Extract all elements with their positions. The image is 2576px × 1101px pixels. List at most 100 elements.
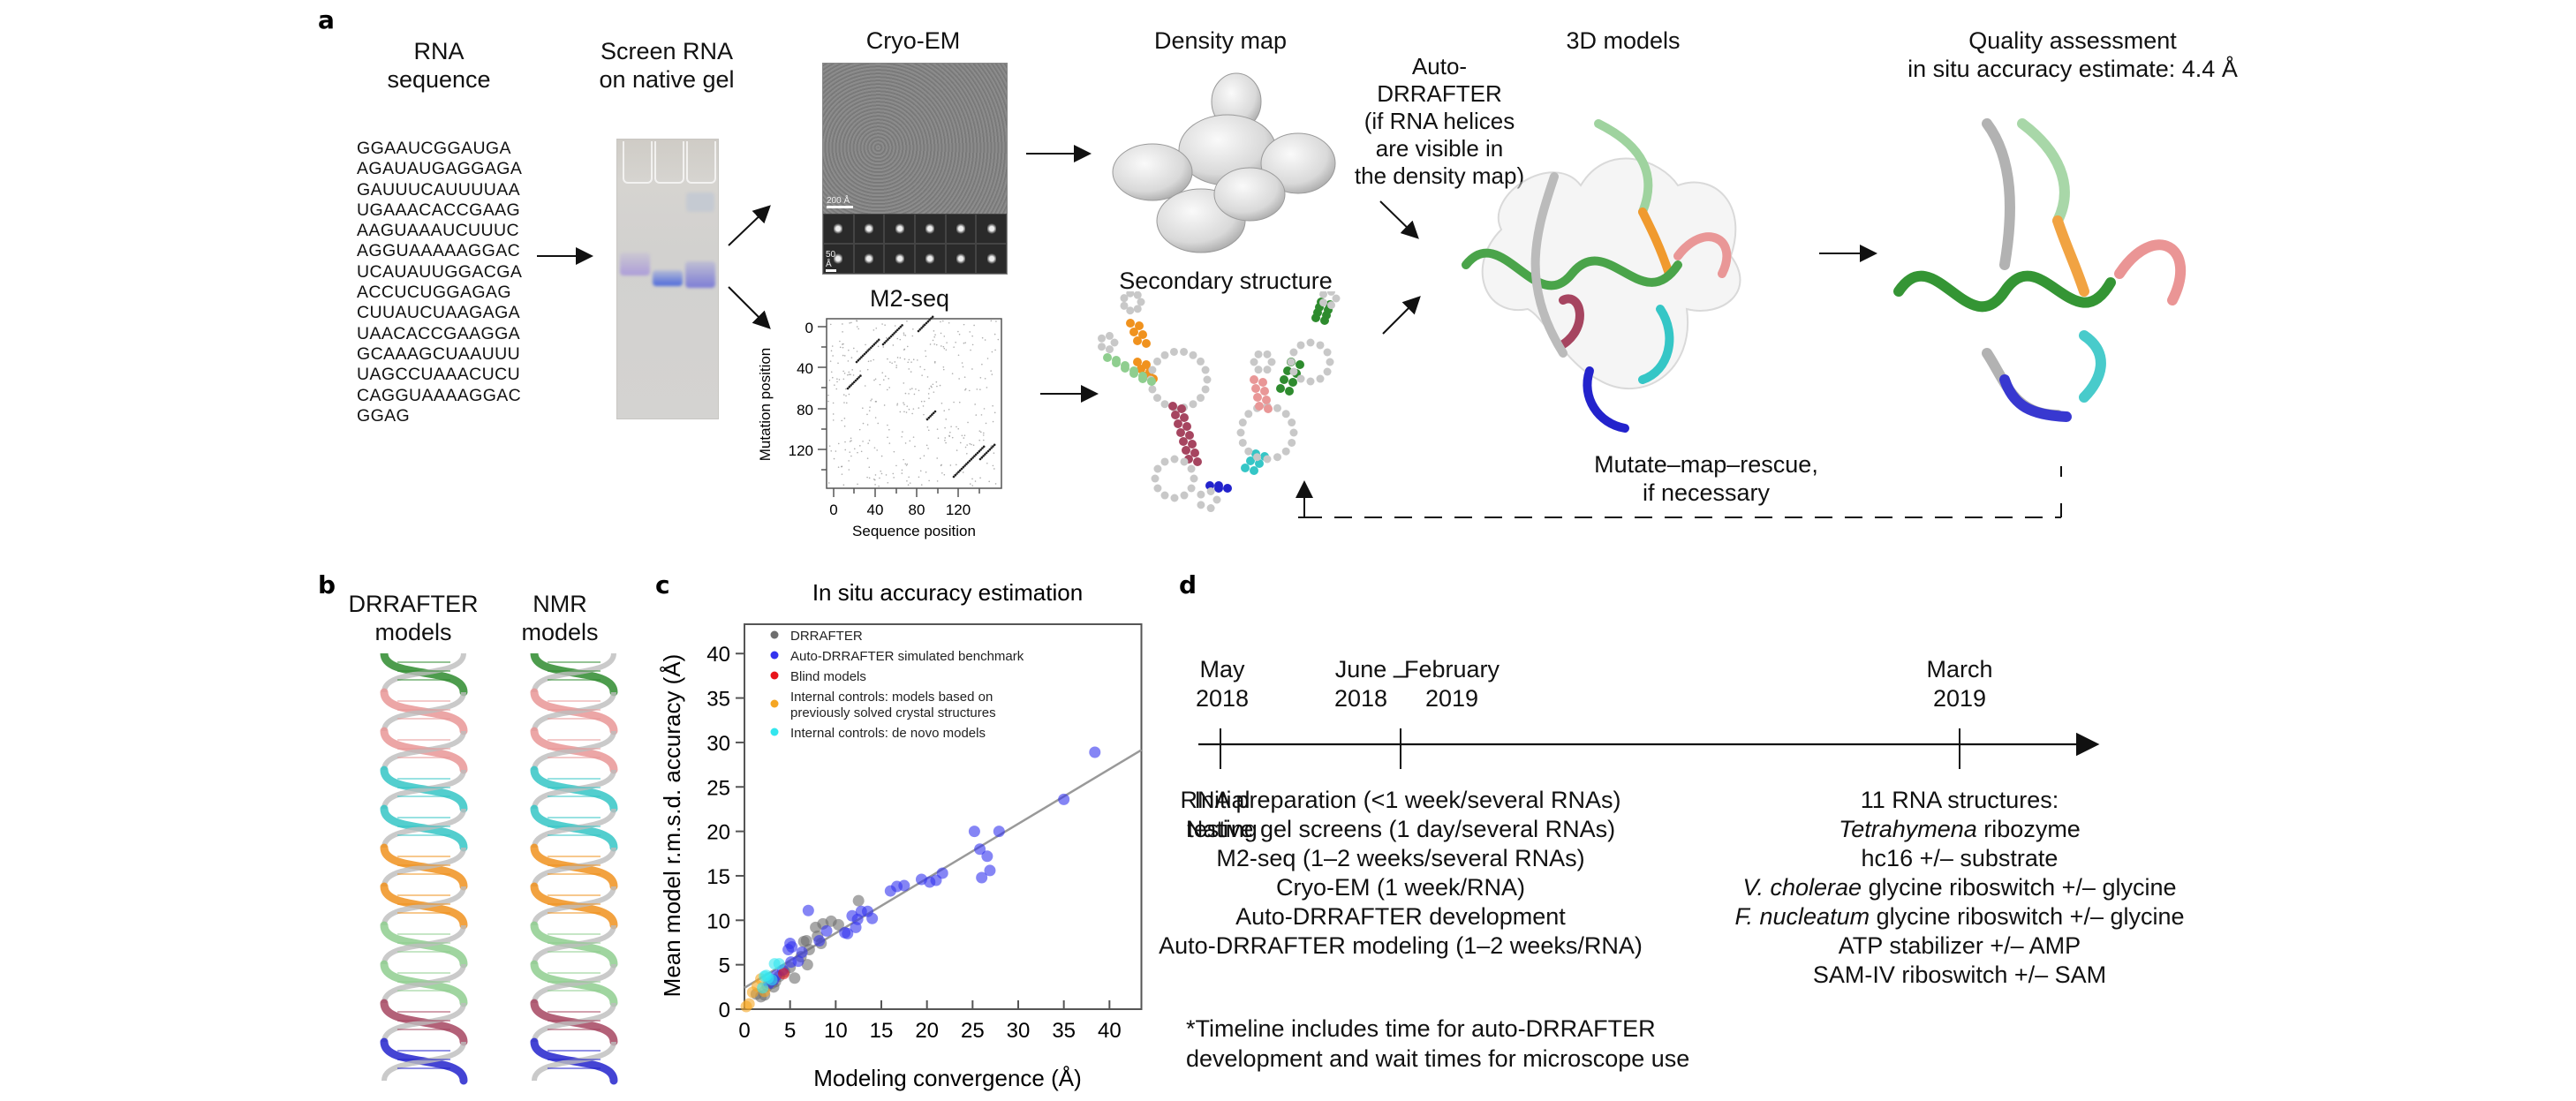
drrafter-models-title: DRRAFTER models: [348, 591, 479, 645]
helix-backbone: [381, 808, 466, 848]
cryo-em-title: Cryo-EM: [865, 27, 961, 54]
data-point: [760, 969, 773, 982]
m2seq-title: M2-seq: [869, 285, 950, 312]
secondary-structure-title: Secondary structure: [1119, 268, 1333, 294]
structure-description: glycine riboswitch +/– glycine: [1862, 874, 2177, 901]
x-tick-label: 10: [824, 1019, 848, 1043]
sequence-line: UAGCCUAAACUCU: [357, 365, 521, 385]
m2seq-xtick: 40: [867, 501, 884, 518]
3d-models-title: 3D models: [1566, 27, 1681, 54]
helix-backbone: [532, 963, 616, 1004]
species-name: F. nucleatum: [1734, 903, 1870, 930]
m2seq-xtick: 0: [829, 501, 837, 518]
data-point: [786, 941, 798, 954]
auto-drrafter-note: Auto- DRRAFTER (if RNA helices are visib…: [1354, 53, 1525, 189]
helix-backbone: [381, 730, 466, 771]
data-point: [789, 972, 801, 984]
data-point: [832, 918, 844, 931]
date-march-2019: March 2019: [1926, 655, 1992, 713]
date-month: May: [1199, 656, 1245, 682]
helix-backbone: [532, 886, 616, 926]
date-year: 2019: [1932, 685, 1987, 712]
activity-item: RNA preparation (<1 week/several RNAs): [1180, 787, 1621, 813]
structure-description: ATP stabilizer +/– AMP: [1838, 932, 2081, 959]
initial-testing-text: Initial testing: [1187, 786, 1258, 844]
sequence-line: UAACACCGAAGGA: [357, 323, 521, 343]
panel-label-b: b: [318, 570, 336, 600]
sequence-line: CAGGUAAAAGGAC: [357, 385, 522, 405]
x-tick-label: 20: [915, 1019, 939, 1043]
timeline-footnote: *Timeline includes time for auto-DRRAFTE…: [1186, 1014, 1689, 1074]
data-point: [813, 934, 826, 946]
legend-label: previously solved crystal structures: [790, 705, 996, 720]
data-point: [801, 959, 813, 971]
helix-backbone: [381, 653, 466, 693]
x-tick-label: 0: [738, 1019, 750, 1043]
native-gel-title: Screen RNA on native gel: [599, 38, 735, 93]
legend-label: DRRAFTER: [790, 629, 863, 644]
3d-model-render: [1462, 119, 1741, 433]
data-point: [773, 958, 785, 970]
footnote-line: *Timeline includes time for auto-DRRAFTE…: [1186, 1015, 1656, 1042]
legend-label: Internal controls: de novo models: [790, 726, 986, 741]
rna-structure-item: V. cholerae glycine riboswitch +/– glyci…: [1734, 873, 2184, 902]
helix-backbone: [381, 1041, 466, 1082]
helix-comparison-render: [380, 653, 618, 1085]
helix-backbone: [381, 691, 466, 732]
sequence-line: CUUAUCUAAGAGA: [357, 303, 521, 323]
nmr-models-title: NMR models: [521, 591, 599, 645]
helix-backbone: [381, 1002, 466, 1043]
data-point: [743, 998, 755, 1010]
data-point: [792, 955, 805, 968]
legend-marker: [770, 728, 779, 736]
data-point: [842, 927, 854, 939]
m2seq-xtick: 120: [946, 501, 971, 518]
scale-bar-200-label: 200 Å: [827, 196, 850, 206]
panel-label-c: c: [655, 570, 670, 600]
x-tick-label: 30: [1007, 1019, 1031, 1043]
chart-ylabel: Mean model r.m.s.d. accuracy (Å): [659, 654, 685, 998]
rna-structure-item: F. nucleatum glycine riboswitch +/– glyc…: [1734, 902, 2184, 931]
y-tick-label: 40: [706, 643, 730, 667]
helix-backbone: [532, 1041, 616, 1082]
x-tick-label: 15: [870, 1019, 894, 1043]
development-activities-list: RNA preparation (<1 week/several RNAs) Na…: [1159, 786, 1643, 961]
activity-item: Auto-DRRAFTER modeling (1–2 weeks/RNA): [1159, 932, 1643, 959]
activity-item: Native gel screens (1 day/several RNAs): [1185, 816, 1616, 842]
m2seq-xtick: 80: [909, 501, 925, 518]
date-month: March: [1926, 656, 1993, 682]
legend-label: Internal controls: models based on: [790, 690, 993, 705]
helix-backbone: [381, 769, 466, 810]
arrow-secondary-to-models: [1382, 296, 1421, 335]
rna-structure-item: hc16 +/– substrate: [1734, 844, 2184, 873]
date-month: February: [1403, 656, 1500, 682]
rna-structure-item: Tetrahymena ribozyme: [1734, 815, 2184, 844]
y-tick-label: 0: [719, 999, 730, 1022]
legend-marker: [770, 630, 779, 639]
helix-backbone: [381, 924, 466, 965]
helix-backbone: [532, 924, 616, 965]
initial-line: Initial: [1194, 787, 1250, 813]
legend-label: Auto-DRRAFTER simulated benchmark: [790, 649, 1024, 664]
helix-backbone: [381, 963, 466, 1004]
helix-backbone: [532, 1002, 616, 1043]
helix-backbone: [532, 847, 616, 887]
date-year: 2018: [1195, 685, 1250, 712]
initial-line: testing: [1187, 816, 1258, 842]
sequence-line: AGAUAUGAGGAGA: [357, 159, 523, 179]
date-may-2018: May 2018: [1196, 655, 1249, 713]
x-tick-label: 40: [1098, 1019, 1122, 1043]
rna-sequence-text: GGAAUCGGAUGA AGAUAUGAGGAGA GAUUUCAUUUUAA UG…: [357, 139, 522, 426]
legend-marker: [770, 671, 779, 680]
m2seq-plot: 0 40 80 120 0 40 80 120 Sequence positio…: [757, 315, 1002, 539]
sequence-line: AAGUAAAUCUUUC: [357, 221, 519, 241]
species-name: Tetrahymena: [1839, 816, 1977, 842]
plot-frame: [744, 623, 1143, 1010]
x-tick-label: 5: [784, 1019, 796, 1043]
helix-backbone: [532, 653, 616, 693]
density-map-title: Density map: [1153, 27, 1288, 54]
panel-label-a: a: [318, 5, 335, 34]
y-tick-label: 5: [719, 954, 730, 978]
data-point: [993, 826, 1005, 838]
data-point: [866, 912, 879, 924]
